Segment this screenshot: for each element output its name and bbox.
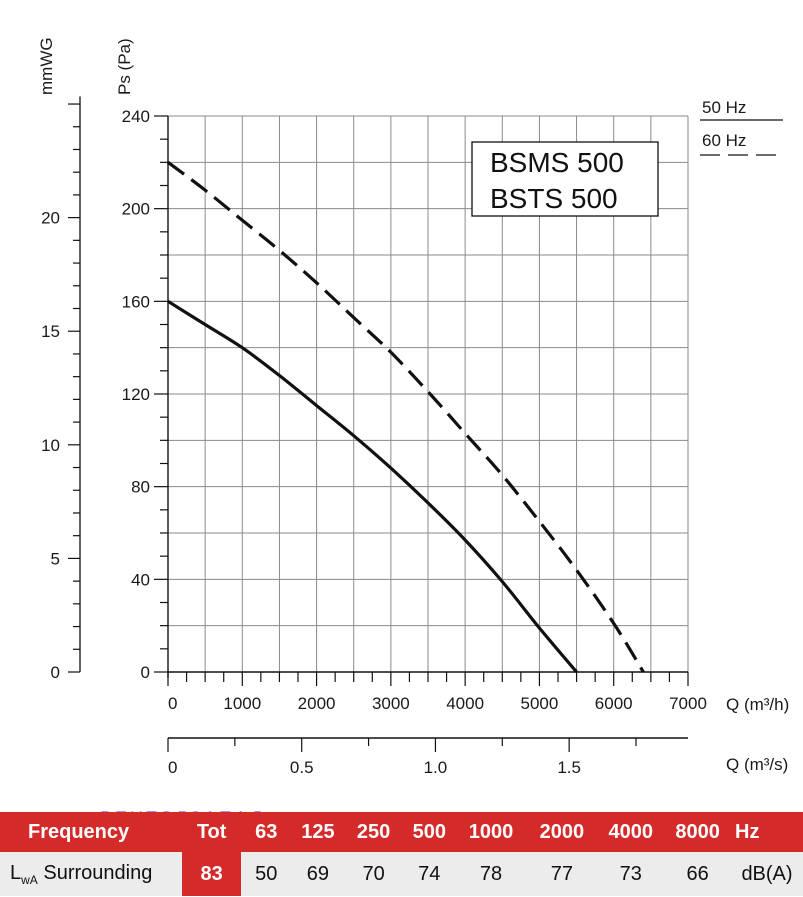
db-unit: dB(A) <box>731 852 803 896</box>
freq-cell: 1000 <box>455 812 527 852</box>
lwa-value: 74 <box>402 852 456 896</box>
q-m3s-tick-label: 0 <box>168 758 177 777</box>
q-m3h-tick-label: 6000 <box>595 694 633 713</box>
q-m3s-axis: 0 0.5 1.0 1.5 <box>167 737 688 777</box>
curve-60hz <box>167 161 645 673</box>
mmwg-tick-label: 20 <box>41 209 60 228</box>
q-m3s-tick-label: 1.0 <box>424 758 448 777</box>
q-m3s-tick-label: 0.5 <box>290 758 314 777</box>
freq-cell: 500 <box>402 812 456 852</box>
lwa-value: 70 <box>344 852 403 896</box>
tot-header: Tot <box>182 812 241 852</box>
performance-curves <box>167 161 645 674</box>
q-m3h-tick-label: 4000 <box>446 694 484 713</box>
curve-50hz <box>167 299 578 674</box>
frequency-label: Frequency <box>0 812 183 852</box>
lwa-label: LwA Surrounding <box>0 852 183 896</box>
lwa-value: 69 <box>291 852 345 896</box>
q-m3s-axis-title: Q (m³/s) <box>726 755 788 774</box>
legend: 50 Hz 60 Hz <box>700 98 783 156</box>
lwa-value: 50 <box>240 852 292 896</box>
mmwg-axis: mmWG 0 5 10 15 20 <box>37 37 81 682</box>
legend-60hz-label: 60 Hz <box>702 131 746 150</box>
mmwg-tick-label: 10 <box>41 436 60 455</box>
ps-axis: 0 40 80 120 160 200 240 <box>122 107 168 682</box>
q-m3s-tick-label: 1.5 <box>557 758 581 777</box>
freq-cell: 2000 <box>526 812 598 852</box>
model-label-box: BSMS 500 BSTS 500 <box>471 141 659 217</box>
frequency-row: Frequency Tot 63 125 250 500 1000 2000 4… <box>0 812 803 852</box>
sound-data-table: Frequency Tot 63 125 250 500 1000 2000 4… <box>0 812 803 896</box>
lwa-value: 78 <box>455 852 527 896</box>
tot-value: 83 <box>182 852 241 896</box>
model-label-2: BSTS 500 <box>490 183 618 214</box>
q-m3h-tick-label: 7000 <box>669 694 707 713</box>
mmwg-tick-label: 0 <box>51 663 60 682</box>
q-m3h-axis-title: Q (m³/h) <box>726 695 789 714</box>
q-m3h-tick-label: 1000 <box>223 694 261 713</box>
freq-cell: 8000 <box>664 812 732 852</box>
ps-tick-label: 240 <box>122 107 150 126</box>
q-m3h-tick-label: 5000 <box>521 694 559 713</box>
freq-cell: 63 <box>240 812 292 852</box>
q-m3h-axis: 0 1000 2000 3000 4000 5000 6000 7000 <box>167 671 707 713</box>
model-label-1: BSMS 500 <box>490 147 624 178</box>
hz-unit: Hz <box>731 812 803 852</box>
freq-cell: 250 <box>344 812 403 852</box>
ps-tick-label: 40 <box>131 570 150 589</box>
mmwg-tick-label: 5 <box>51 549 60 568</box>
freq-cell: 4000 <box>597 812 665 852</box>
freq-cell: 125 <box>291 812 345 852</box>
lwa-value: 77 <box>526 852 598 896</box>
ps-tick-label: 120 <box>122 385 150 404</box>
mmwg-axis-title: mmWG <box>37 37 56 95</box>
lwa-row: LwA Surrounding 83 50 69 70 74 78 77 73 … <box>0 852 803 896</box>
q-m3h-tick-label: 2000 <box>298 694 336 713</box>
ps-tick-label: 0 <box>141 663 150 682</box>
ps-tick-label: 80 <box>131 478 150 497</box>
lwa-value: 66 <box>664 852 732 896</box>
mmwg-tick-label: 15 <box>41 322 60 341</box>
plot-grid <box>167 115 689 678</box>
ps-axis-title: Ps (Pa) <box>115 38 134 95</box>
ps-tick-label: 160 <box>122 292 150 311</box>
ps-tick-label: 200 <box>122 200 150 219</box>
q-m3h-tick-label: 3000 <box>372 694 410 713</box>
legend-50hz-label: 50 Hz <box>702 98 746 117</box>
q-m3h-tick-label: 0 <box>168 694 177 713</box>
lwa-value: 73 <box>597 852 665 896</box>
